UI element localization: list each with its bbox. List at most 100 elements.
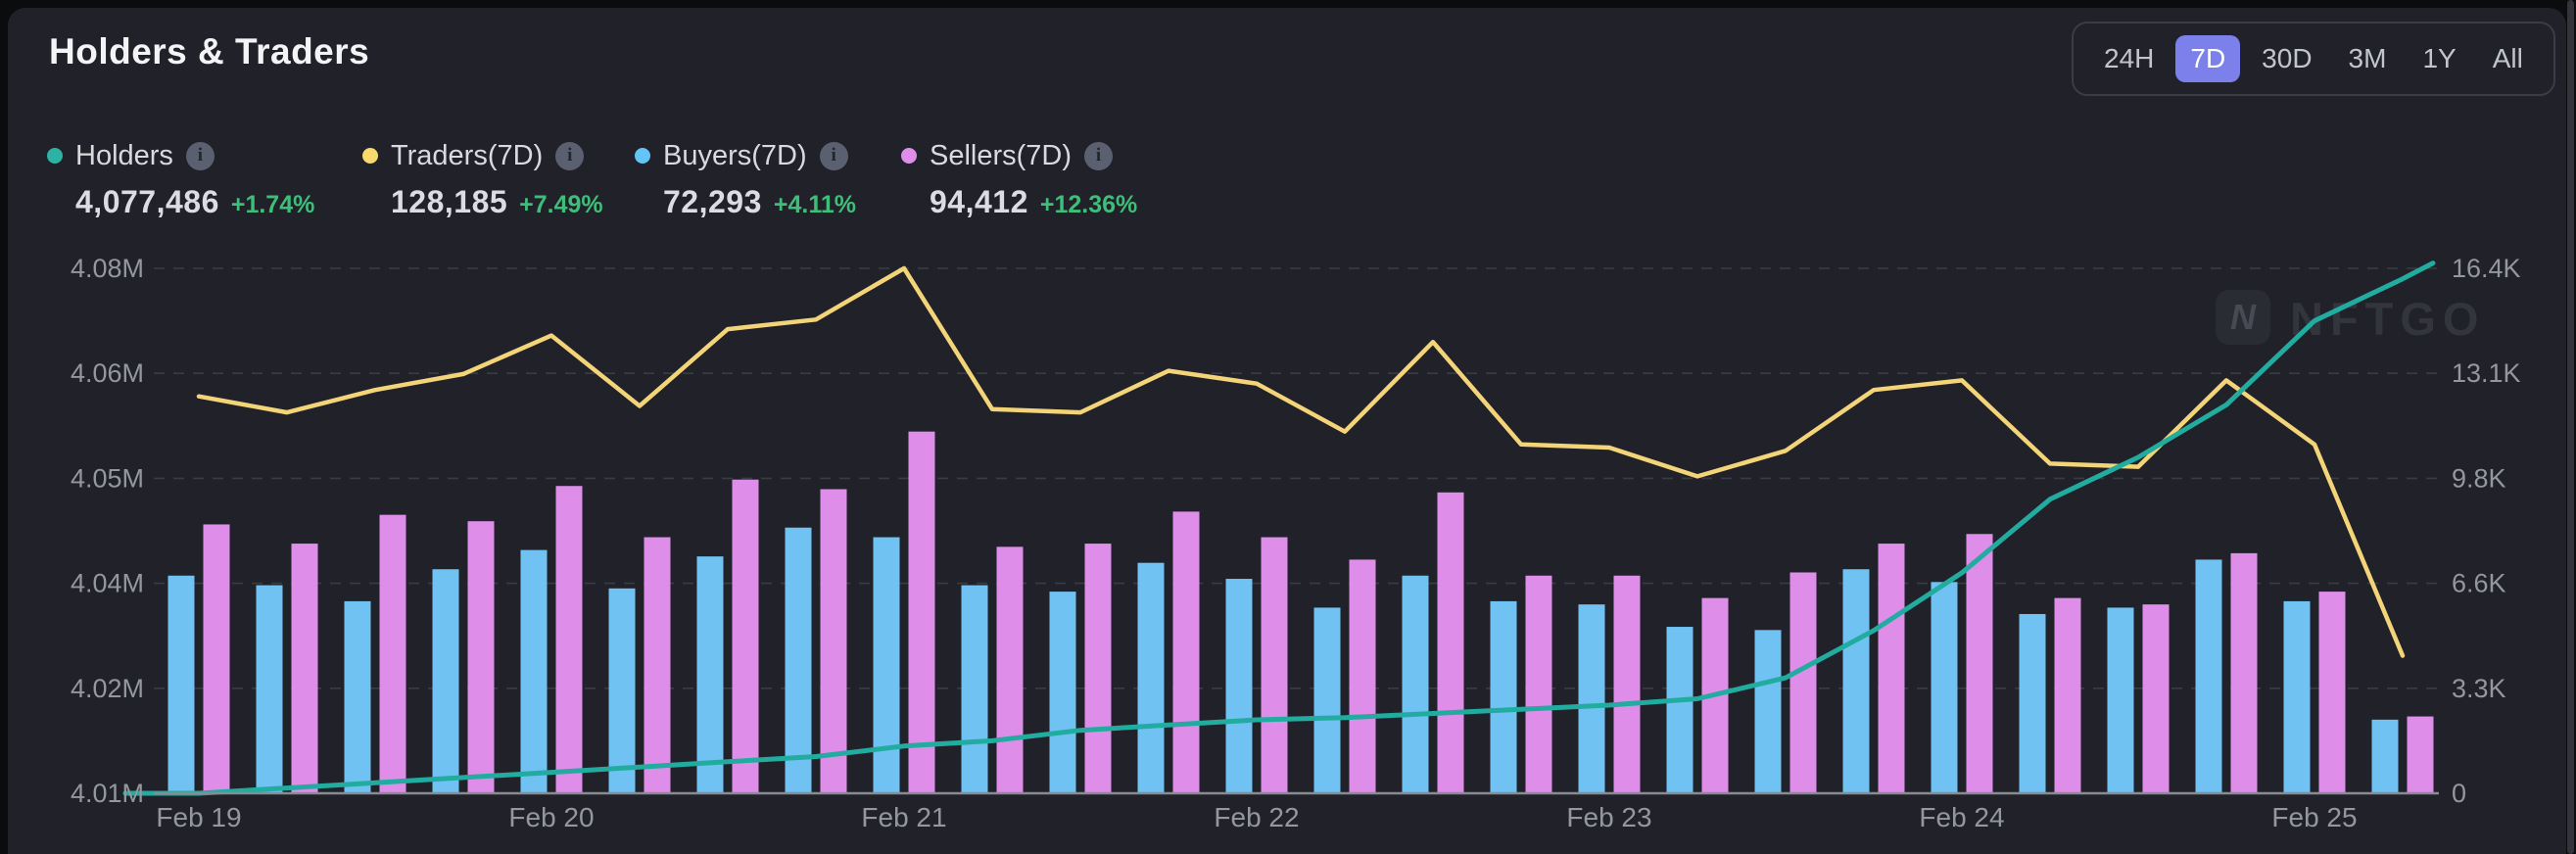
legend-item-holders[interactable]: Holders i 4,077,486 +1.74% <box>47 137 314 220</box>
info-icon[interactable]: i <box>819 141 848 170</box>
legend-value: 128,185 <box>391 184 508 219</box>
right-axis-tick: 6.6K <box>2452 569 2506 598</box>
buyers-bar[interactable] <box>1842 569 1870 793</box>
sellers-bar[interactable] <box>1525 575 1552 793</box>
right-axis-tick: 9.8K <box>2452 463 2506 493</box>
buyers-bar[interactable] <box>2195 559 2222 793</box>
sellers-bar[interactable] <box>2318 592 2346 793</box>
sellers-bar[interactable] <box>2142 604 2170 793</box>
x-axis-label: Feb 20 <box>508 802 594 832</box>
range-button-30d[interactable]: 30D <box>2262 43 2313 73</box>
buyers-bar[interactable] <box>1578 604 1605 793</box>
buyers-bar[interactable] <box>1225 579 1253 793</box>
sellers-bar[interactable] <box>1966 534 1993 793</box>
buyers-bar[interactable] <box>1049 592 1076 793</box>
sellers-bar[interactable] <box>908 431 935 793</box>
sellers-bar[interactable] <box>467 521 495 793</box>
right-axis-tick: 16.4K <box>2452 254 2521 283</box>
time-range-selector: 24H 7D 30D 3M 1Y All <box>2072 22 2555 96</box>
sellers-bar[interactable] <box>996 546 1024 793</box>
buyers-bar[interactable] <box>256 585 283 793</box>
range-button-3m[interactable]: 3M <box>2348 43 2387 73</box>
buyers-bar[interactable] <box>344 600 371 793</box>
buyers-bar[interactable] <box>1931 582 1958 793</box>
range-button-all[interactable]: All <box>2492 43 2523 73</box>
sellers-bar[interactable] <box>291 544 318 793</box>
nftgo-logo-glyph: N <box>2230 297 2257 337</box>
buyers-bar[interactable] <box>1666 627 1693 793</box>
sellers-bar[interactable] <box>1613 575 1641 793</box>
buyers-bar[interactable] <box>520 549 548 793</box>
left-axis-tick: 4.02M <box>71 674 144 703</box>
sellers-bar[interactable] <box>2407 716 2434 793</box>
info-icon[interactable]: i <box>185 141 215 170</box>
buyers-bar[interactable] <box>432 569 459 793</box>
right-axis-tick: 13.1K <box>2452 358 2521 388</box>
left-axis-tick: 4.08M <box>71 254 144 283</box>
buyers-bar[interactable] <box>167 575 195 793</box>
sellers-bar[interactable] <box>555 486 583 793</box>
legend-value: 72,293 <box>663 184 762 219</box>
legend-color-dot <box>47 148 63 164</box>
range-button-1y[interactable]: 1Y <box>2422 43 2457 73</box>
x-axis-label: Feb 21 <box>861 802 946 832</box>
left-axis-tick: 4.04M <box>71 569 144 598</box>
buyers-bar[interactable] <box>2019 613 2046 793</box>
buyers-bar[interactable] <box>1313 607 1341 793</box>
holders-line <box>122 261 2436 796</box>
buyers-bar[interactable] <box>873 537 900 793</box>
legend-label: Holders <box>75 139 173 171</box>
legend-label: Buyers(7D) <box>663 139 807 171</box>
legend-color-dot <box>635 148 650 164</box>
buyers-bar[interactable] <box>696 556 724 793</box>
sellers-bar[interactable] <box>644 537 671 793</box>
x-axis-label: Feb 24 <box>1919 802 2004 832</box>
sellers-bar[interactable] <box>1084 544 1112 793</box>
buyers-bar[interactable] <box>1402 575 1429 793</box>
bars-group <box>167 431 2434 793</box>
x-axis-label: Feb 23 <box>1566 802 1651 832</box>
range-button-7d[interactable]: 7D <box>2175 35 2241 82</box>
sellers-bar[interactable] <box>1789 572 1817 793</box>
buyers-bar[interactable] <box>785 527 812 793</box>
traders-line <box>196 265 2406 658</box>
legend-color-dot <box>901 148 917 164</box>
sellers-bar[interactable] <box>203 524 230 793</box>
sellers-bar[interactable] <box>820 489 847 793</box>
legend-label: Traders(7D) <box>391 139 544 171</box>
legend-value: 4,077,486 <box>75 184 219 219</box>
buyers-bar[interactable] <box>961 585 988 793</box>
range-button-24h[interactable]: 24H <box>2104 43 2155 73</box>
x-axis-label: Feb 22 <box>1214 802 1299 832</box>
x-axis-label: Feb 19 <box>156 802 241 832</box>
sellers-bar[interactable] <box>1172 511 1200 793</box>
buyers-bar[interactable] <box>1137 562 1165 793</box>
page-title: Holders & Traders <box>49 31 370 71</box>
buyers-bar[interactable] <box>2283 600 2311 793</box>
sellers-bar[interactable] <box>732 479 759 793</box>
buyers-bar[interactable] <box>1490 600 1517 793</box>
buyers-bar[interactable] <box>2371 719 2399 793</box>
sellers-bar[interactable] <box>1261 537 1288 793</box>
right-axis-tick: 0 <box>2452 779 2466 808</box>
buyers-bar[interactable] <box>608 588 636 793</box>
buyers-bar[interactable] <box>2107 607 2134 793</box>
sellers-bar[interactable] <box>2230 552 2258 793</box>
legend-item-buyers-7d-[interactable]: Buyers(7D) i 72,293 +4.11% <box>635 137 856 220</box>
sellers-bar[interactable] <box>379 514 406 793</box>
legend-item-sellers-7d-[interactable]: Sellers(7D) i 94,412 +12.36% <box>901 137 1137 220</box>
vertical-scrollbar[interactable] <box>2567 0 2574 854</box>
sellers-bar[interactable] <box>1437 492 1464 793</box>
sellers-bar[interactable] <box>1878 544 1905 793</box>
info-icon[interactable]: i <box>1084 141 1114 170</box>
sellers-bar[interactable] <box>2054 597 2081 793</box>
sellers-bar[interactable] <box>1349 559 1376 793</box>
info-icon[interactable]: i <box>555 141 585 170</box>
legend-item-traders-7d-[interactable]: Traders(7D) i 128,185 +7.49% <box>362 137 603 220</box>
nftgo-watermark: N NFTGO <box>2216 290 2478 345</box>
nftgo-logo-icon <box>2216 290 2270 345</box>
legend-change-badge: +12.36% <box>1039 191 1138 218</box>
buyers-bar[interactable] <box>1754 630 1782 793</box>
